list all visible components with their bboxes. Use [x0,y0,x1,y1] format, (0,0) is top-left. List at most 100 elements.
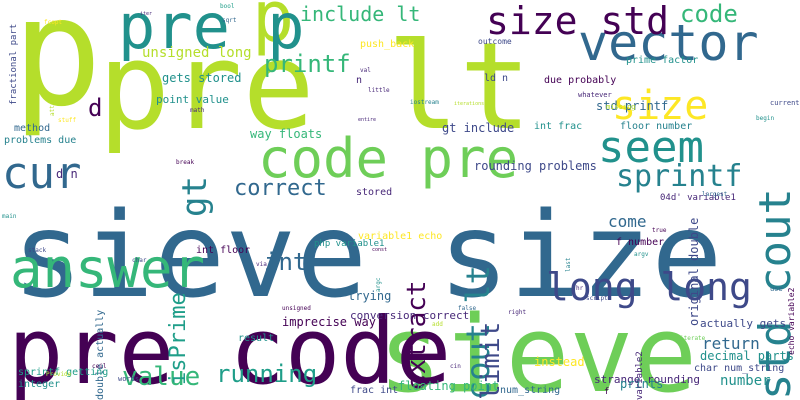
cloud-word: size std [486,0,670,43]
cloud-word: extract [402,280,432,390]
cloud-word: pre lt [98,18,532,157]
cloud-word: entire [358,117,377,123]
cloud-word: d n [56,167,78,181]
cloud-word: floor number [620,121,693,132]
cloud-word: largest [702,191,728,198]
cloud-word: way floats [250,127,323,141]
cloud-word: hr [576,285,584,292]
cloud-word: isPrime [166,292,191,385]
cloud-word: problems due [4,135,77,146]
cloud-word: break [176,159,195,166]
cloud-word: conversion correct [350,309,470,322]
cloud-word: rounding problems [474,159,597,173]
cloud-word: false [458,305,477,312]
cloud-word: iter [140,11,153,17]
cloud-word: last [565,257,572,272]
cloud-word: main [2,213,17,220]
cloud-word: val [360,67,371,74]
cloud-word: imprecise way [282,315,376,329]
cloud-word: outcome [478,37,512,46]
cloud-word: sqrt [222,17,237,24]
cloud-word: d [88,94,103,122]
cloud-word: running [216,360,318,388]
cloud-word: fractional part [9,23,19,105]
cloud-word: current [770,99,800,107]
cloud-word: return [702,334,760,353]
cloud-word: php variable1 [314,239,385,249]
cloud-word: unsigned [282,305,311,312]
cloud-word: iterations [454,101,485,107]
cloud-word: correct [234,176,327,201]
cloud-word: bool [220,3,235,10]
cloud-word: integer [18,379,61,390]
cloud-word: stack [28,247,47,254]
cloud-word: int frac [534,121,583,132]
cloud-word: n [356,75,363,86]
cloud-word: fcopt [44,19,63,26]
cloud-word: stuff [58,117,77,124]
cloud-word: int floor [196,245,251,256]
cloud-word: cur [2,148,82,199]
cloud-word: frac int [350,385,399,396]
cloud-word: sprintf [616,159,743,194]
cloud-word: pre code [8,298,452,400]
cloud-word: include lt [300,2,421,26]
cloud-word: floating point [398,379,500,393]
cloud-word: stored [356,187,393,198]
cloud-word: prime factor [626,55,699,66]
cloud-word: answer [10,237,206,300]
cloud-word: come [608,212,647,231]
cloud-word: f [604,387,610,397]
cloud-word: script [586,295,608,302]
cloud-word: original double [687,217,701,326]
cloud-word: code pre [258,127,519,190]
cloud-word: instead [534,355,585,369]
cloud-word: little [368,87,390,94]
cloud-word: words [118,375,140,383]
cloud-word: echo variable2 [787,287,796,355]
cloud-word: gt include [442,121,515,135]
cloud-word: point value [156,93,229,106]
cloud-word: Provide [46,371,72,378]
cloud-word: missing [606,103,636,111]
cloud-word: right [508,309,527,316]
cloud-word: argv [634,251,649,258]
cloud-word: actually gets [700,317,787,330]
cloud-word: use [770,285,783,293]
cloud-word: unsigned long [142,45,252,61]
cloud-word: double actually [95,309,106,400]
cloud-word: trying [348,289,392,303]
cloud-word: sieve [378,293,698,400]
cloud-word: long long [546,265,752,309]
cloud-word: push_back [360,39,415,50]
cloud-word: printf [264,50,351,78]
cloud-word: strange rounding [594,373,700,386]
cloud-word: add [432,321,443,328]
cloud-word: char [132,257,147,264]
cloud-word: iterate [680,335,706,342]
cloud-word: pre p [118,0,305,63]
cloud-word: sprintf getting [18,367,109,378]
cloud-word: value [122,362,201,392]
cloud-word: due probably [544,75,617,86]
cloud-word: begin [756,115,775,122]
cloud-word: variable1 echo [358,231,443,242]
cloud-word: decimal parts [700,349,794,363]
cloud-word: gets stored [162,71,242,85]
cloud-word: char num_string [694,363,785,374]
cloud-word: code [680,0,738,28]
cloud-word: ceil [92,363,107,370]
cloud-word: number [720,373,771,389]
cloud-word: p [12,0,103,140]
cloud-word: num_string [500,385,561,396]
cloud-word: prints [620,377,664,391]
cloud-word: gt [175,176,215,217]
cloud-word: f number [616,237,665,248]
cloud-word: ld n [484,73,509,84]
cloud-word: int [264,248,308,276]
cloud-word: math [190,107,205,114]
cloud-word: method [14,123,51,134]
cloud-word: attr [49,101,56,116]
cloud-word: variable2 [635,351,645,400]
